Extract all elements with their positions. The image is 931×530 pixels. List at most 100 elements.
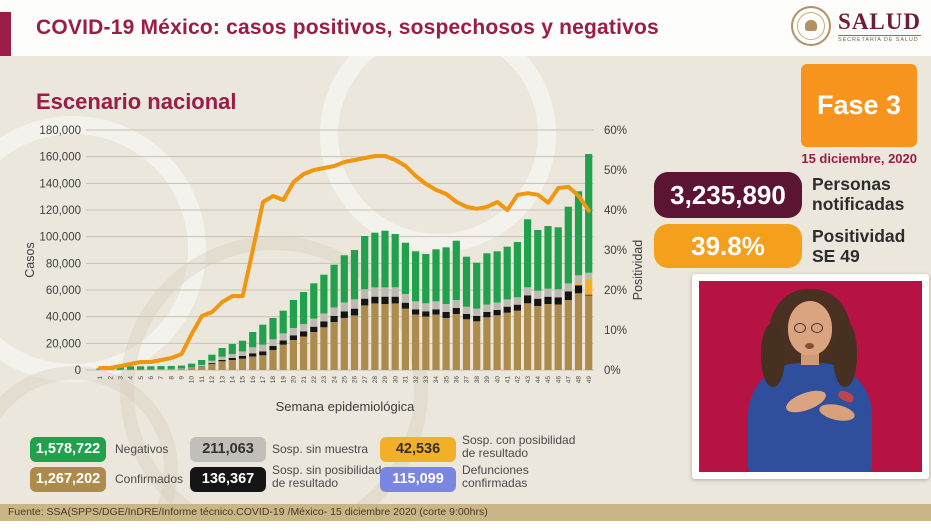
svg-text:20: 20 (291, 376, 298, 384)
svg-text:0: 0 (75, 365, 81, 377)
svg-text:40%: 40% (604, 205, 627, 217)
notified-label-line1: Personas (812, 174, 891, 194)
svg-text:15: 15 (240, 376, 247, 384)
notified-label-line2: notificadas (812, 194, 905, 215)
section-title: Escenario nacional (36, 89, 237, 114)
svg-text:38: 38 (474, 376, 481, 384)
svg-text:10: 10 (189, 376, 196, 384)
svg-text:22: 22 (311, 376, 318, 384)
legend-label-sosp-sin-muestra: Sosp. sin muestra (272, 442, 369, 457)
interpreter-mouth (805, 343, 814, 349)
legend-value-confirmados: 1,267,202 (30, 467, 106, 492)
salud-logo: SALUD SECRETARÍA DE SALUD (791, 6, 921, 46)
legend-label-confirmados: Confirmados (115, 472, 184, 487)
legend-label-sosp-con-posibilidad: Sosp. con posibilidad de resultado (462, 432, 576, 460)
svg-text:7: 7 (158, 376, 165, 380)
svg-text:18: 18 (270, 376, 277, 384)
svg-text:4: 4 (128, 376, 135, 380)
svg-text:31: 31 (403, 376, 410, 384)
svg-text:26: 26 (352, 376, 359, 384)
svg-text:30%: 30% (604, 245, 627, 257)
svg-text:29: 29 (382, 376, 389, 384)
svg-text:32: 32 (413, 376, 420, 384)
svg-text:47: 47 (566, 376, 573, 384)
svg-text:33: 33 (423, 376, 430, 384)
svg-text:0%: 0% (604, 365, 621, 377)
svg-text:80,000: 80,000 (46, 258, 81, 270)
positivity-label: Positividad SE 49 (812, 226, 905, 266)
svg-text:40,000: 40,000 (46, 312, 81, 324)
positivity-label-line2: SE 49 (812, 246, 860, 267)
svg-text:34: 34 (433, 376, 440, 384)
svg-text:23: 23 (321, 376, 328, 384)
svg-text:41: 41 (504, 376, 511, 384)
svg-text:2: 2 (107, 376, 114, 380)
glasses-icon (811, 323, 823, 333)
svg-text:20%: 20% (604, 285, 627, 297)
positivity-label-line1: Positividad (812, 226, 906, 246)
svg-text:24: 24 (331, 376, 338, 384)
svg-text:27: 27 (362, 376, 369, 384)
svg-text:11: 11 (199, 376, 206, 383)
interpreter-hair (833, 321, 857, 387)
notified-count-badge: 3,235,890 (654, 172, 802, 218)
legend-label-sosp-sin-posibilidad: Sosp. sin posibilidad de resultado (272, 462, 382, 490)
svg-text:43: 43 (525, 376, 532, 384)
svg-text:20,000: 20,000 (46, 338, 81, 350)
svg-text:1: 1 (97, 376, 104, 380)
legend-value-sosp-sin-posibilidad: 136,367 (190, 467, 266, 492)
sign-language-video (692, 274, 929, 479)
svg-text:50%: 50% (604, 165, 627, 177)
svg-text:Positividad: Positividad (631, 240, 645, 300)
header: COVID-19 México: casos positivos, sospec… (0, 0, 931, 56)
svg-text:6: 6 (148, 376, 155, 380)
svg-text:37: 37 (464, 376, 471, 384)
svg-text:28: 28 (372, 376, 379, 384)
legend-label-defunciones: Defunciones confirmadas (462, 462, 529, 490)
svg-text:100,000: 100,000 (39, 232, 81, 244)
source-footer: Fuente: SSA(SPPS/DGE/InDRE/Informe técni… (0, 504, 931, 521)
legend-label-negativos: Negativos (115, 442, 169, 457)
svg-text:8: 8 (168, 376, 175, 380)
svg-text:35: 35 (443, 376, 450, 384)
legend-value-sosp-sin-muestra: 211,063 (190, 437, 266, 462)
svg-text:21: 21 (301, 376, 308, 384)
svg-text:44: 44 (535, 376, 542, 384)
svg-text:9: 9 (179, 376, 186, 380)
svg-text:60,000: 60,000 (46, 285, 81, 297)
svg-text:Casos: Casos (23, 242, 37, 277)
svg-text:19: 19 (280, 376, 287, 384)
svg-text:16: 16 (250, 376, 257, 384)
svg-text:46: 46 (555, 376, 562, 384)
main-canvas: Escenario nacional 0 20,000 40,000 60,000 80… (0, 56, 931, 504)
svg-text:12: 12 (209, 376, 216, 384)
report-date: 15 diciembre, 2020 (801, 151, 917, 166)
svg-text:3: 3 (118, 376, 125, 380)
svg-text:60%: 60% (604, 125, 627, 137)
legend-value-sosp-con-posibilidad: 42,536 (380, 437, 456, 462)
stacked-bar-chart: 0 20,000 40,000 60,000 80,000 100,000 120,000 1… (23, 125, 645, 384)
legend-value-defunciones: 115,099 (380, 467, 456, 492)
positivity-badge: 39.8% (654, 224, 802, 268)
government-seal-icon (791, 6, 832, 46)
svg-text:180,000: 180,000 (39, 125, 81, 137)
svg-text:160,000: 160,000 (39, 152, 81, 164)
svg-text:14: 14 (230, 376, 237, 384)
svg-text:49: 49 (586, 376, 593, 384)
salud-logo-subtitle: SECRETARÍA DE SALUD (838, 34, 921, 43)
glasses-icon (794, 323, 806, 333)
notified-label: Personas notificadas (812, 174, 904, 214)
svg-text:10%: 10% (604, 325, 627, 337)
svg-text:25: 25 (342, 376, 349, 384)
svg-text:140,000: 140,000 (39, 178, 81, 190)
x-axis-title: Semana epidemiológica (275, 399, 415, 414)
svg-text:120,000: 120,000 (39, 205, 81, 217)
svg-text:36: 36 (454, 376, 461, 384)
svg-text:40: 40 (494, 376, 501, 384)
phase-badge: Fase 3 (801, 64, 917, 147)
svg-text:30: 30 (392, 376, 399, 384)
svg-text:13: 13 (219, 376, 226, 384)
svg-text:5: 5 (138, 376, 145, 380)
interpreter-hair (761, 323, 785, 387)
page-title: COVID-19 México: casos positivos, sospec… (36, 16, 659, 39)
